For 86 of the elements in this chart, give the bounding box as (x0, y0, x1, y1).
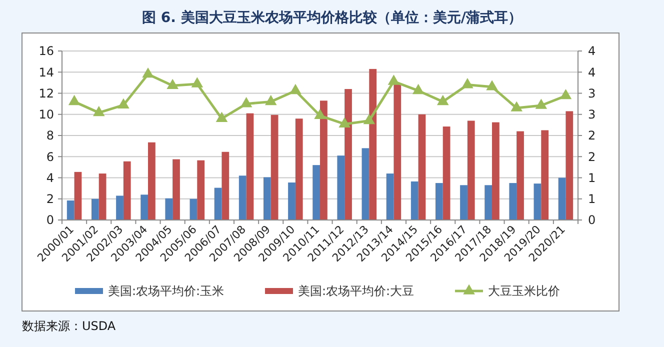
y2-tick-label: 3 (588, 108, 596, 122)
point (436, 94, 449, 106)
bar (394, 84, 402, 220)
point (363, 114, 376, 124)
bar (534, 184, 542, 220)
chart-title: 图 6. 美国大豆玉米农场平均价格比较（单位：美元/蒲式耳） (142, 9, 522, 26)
point (92, 106, 105, 116)
bar (566, 111, 574, 220)
bar (320, 100, 328, 220)
y-tick-label: 16 (38, 44, 54, 58)
bar (312, 165, 320, 220)
bar (190, 198, 198, 220)
legend-label: 美国:农场平均价:玉米 (108, 284, 224, 298)
bar (362, 148, 370, 220)
bar (74, 172, 82, 220)
point (462, 78, 474, 88)
point (68, 94, 80, 106)
point (216, 112, 228, 122)
point (118, 98, 130, 108)
point (290, 84, 302, 94)
point (388, 74, 400, 85)
point (412, 84, 424, 94)
legend-label: 美国:农场平均价:大豆 (298, 284, 414, 298)
bar (460, 185, 468, 220)
bar (165, 198, 173, 220)
point (486, 80, 498, 90)
y2-tick-label: 0 (588, 213, 596, 228)
bar (66, 200, 74, 220)
point (560, 88, 572, 100)
y2-tick-label: 2 (588, 128, 596, 143)
point (191, 77, 204, 88)
source-note: 数据来源：USDA (22, 319, 116, 333)
bar (288, 182, 296, 220)
y2-tick-label: 2 (588, 150, 596, 164)
point (314, 108, 326, 120)
bar (541, 130, 549, 220)
point (510, 101, 522, 112)
y-tick-label: 12 (38, 86, 54, 100)
bar (516, 131, 524, 220)
point (535, 98, 548, 109)
bar (263, 177, 271, 220)
y2-tick-label: 4 (588, 65, 596, 80)
y-tick-label: 14 (38, 65, 54, 80)
bar (270, 114, 278, 220)
bar (214, 188, 222, 220)
bar (558, 178, 566, 220)
bar (197, 160, 205, 220)
point (264, 94, 277, 106)
bar (369, 68, 377, 220)
bar (295, 118, 303, 220)
bar (98, 174, 106, 220)
y2-tick-label: 1 (588, 170, 596, 185)
bar (435, 183, 443, 220)
bar (418, 114, 426, 220)
bar (148, 142, 156, 220)
bar (222, 152, 230, 220)
y-tick-label: 4 (46, 170, 54, 185)
bar (509, 183, 517, 220)
bar (467, 120, 475, 220)
bar (442, 126, 450, 220)
y-tick-label: 8 (46, 128, 54, 143)
bar (484, 185, 492, 220)
y2-tick-label: 1 (588, 192, 596, 206)
y-tick-label: 10 (38, 108, 54, 122)
bar (172, 159, 180, 220)
legend-label: 大豆玉米比价 (488, 284, 560, 298)
y2-tick-label: 4 (588, 44, 596, 58)
y-tick-label: 6 (46, 150, 54, 164)
bar (91, 198, 99, 220)
point (240, 97, 252, 108)
bar (337, 156, 345, 220)
y-tick-label: 0 (46, 213, 54, 228)
bar (344, 89, 352, 220)
bar (238, 176, 246, 220)
point (338, 117, 350, 128)
bar (492, 122, 500, 220)
bar (123, 161, 131, 220)
y2-tick-label: 3 (588, 86, 596, 100)
bar (140, 194, 148, 220)
y-tick-label: 2 (46, 192, 54, 206)
bar (116, 196, 124, 220)
point (166, 78, 178, 90)
point (142, 67, 154, 78)
bar (246, 113, 254, 220)
bar (410, 181, 418, 220)
bar (386, 174, 394, 220)
